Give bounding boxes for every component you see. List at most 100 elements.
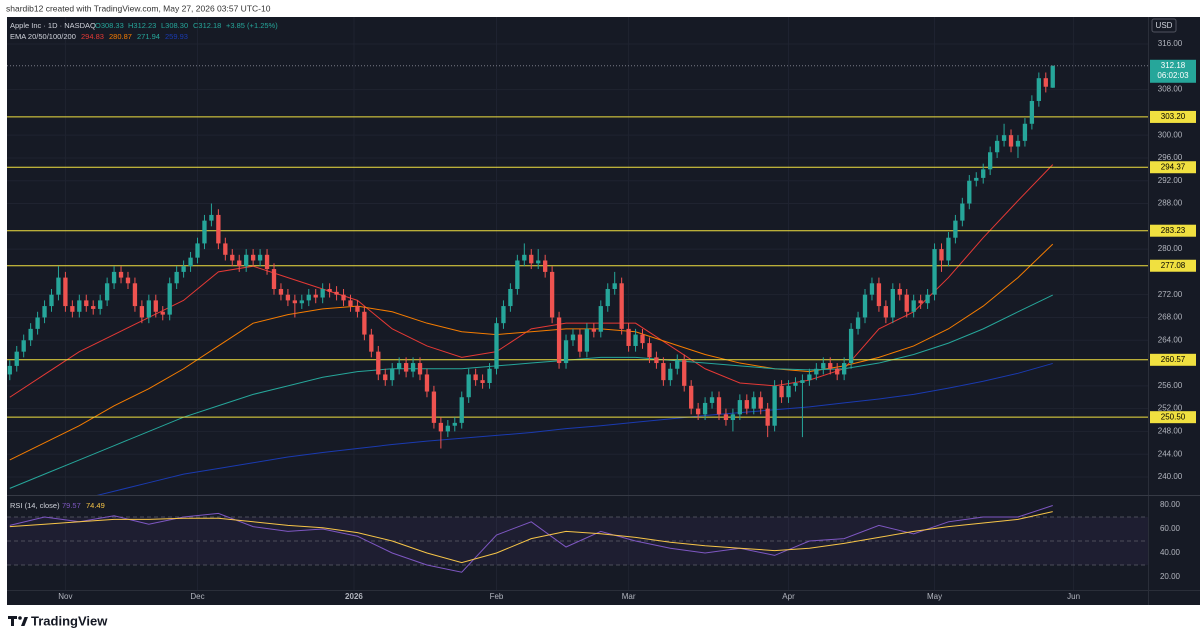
candle-body	[348, 300, 353, 307]
candle-body	[49, 294, 54, 307]
candle-body	[313, 294, 318, 298]
candle-body	[202, 220, 207, 244]
candle-body	[807, 374, 812, 381]
candle-body	[640, 334, 645, 344]
candle-body	[563, 340, 569, 364]
level-label-box	[1150, 161, 1196, 174]
y-tick-label: 240.00	[1158, 472, 1183, 481]
rsi-value: 74.49	[86, 501, 105, 510]
candle-body	[695, 408, 701, 415]
ohlc-open: O308.33	[95, 21, 124, 30]
candle-body	[264, 254, 270, 270]
candle-body	[111, 271, 117, 284]
candle-body	[1022, 123, 1028, 141]
candle-body	[181, 266, 186, 272]
candle-body	[480, 380, 485, 383]
currency-box[interactable]	[1151, 18, 1177, 33]
rsi-value: 79.57	[62, 501, 81, 510]
candle-body	[779, 385, 784, 398]
candle-body	[702, 402, 708, 415]
candle-body	[292, 300, 298, 304]
candle-body	[396, 363, 402, 369]
y-tick-label: 252.00	[1158, 404, 1183, 413]
level-label: 277.08	[1161, 261, 1186, 270]
candle-body	[84, 300, 89, 307]
ohlc-high: H312.23	[128, 21, 156, 30]
ema-value: 259.93	[165, 32, 188, 41]
candle-body	[237, 260, 242, 267]
candle-body	[932, 249, 937, 295]
candle-body	[417, 363, 423, 375]
candle-body	[744, 400, 749, 409]
candle-body	[730, 414, 736, 421]
candle-body	[355, 306, 360, 312]
level-label: 283.23	[1161, 226, 1186, 235]
candle-body	[35, 317, 40, 329]
y-tick-label: 308.00	[1158, 85, 1183, 94]
candle-body	[7, 365, 12, 375]
candle-body	[814, 368, 819, 375]
ema-line	[9, 243, 1054, 461]
candle-body	[139, 306, 145, 318]
candle-body	[1036, 78, 1041, 101]
ema-value: 280.87	[109, 32, 132, 41]
candle-body	[160, 311, 165, 315]
candle-body	[619, 283, 624, 329]
candle-body	[835, 368, 840, 375]
candle-body	[209, 214, 214, 221]
candle-body	[591, 328, 596, 332]
candle-body	[668, 368, 673, 381]
candle-body	[570, 334, 576, 341]
candle-body	[918, 300, 923, 304]
candle-body	[960, 203, 965, 221]
candle-body	[21, 340, 26, 352]
brand-logo	[8, 616, 28, 626]
candle-body	[716, 397, 722, 415]
candle-body	[410, 363, 416, 372]
candle-body	[890, 288, 895, 318]
ema-value: 294.83	[81, 32, 104, 41]
candle-body	[994, 140, 1000, 153]
candle-body	[299, 300, 304, 304]
candle-body	[529, 254, 534, 264]
x-tick-label: Mar	[622, 592, 636, 601]
chart-area	[7, 17, 1200, 605]
candle-body	[862, 294, 868, 318]
candle-body	[438, 422, 444, 432]
candle-body	[709, 397, 715, 403]
candle-body	[98, 300, 103, 309]
y-tick-label: 256.00	[1158, 381, 1183, 390]
y-tick-label: 248.00	[1158, 427, 1183, 436]
candle-body	[403, 363, 409, 372]
candle-body	[897, 288, 902, 295]
x-tick-label: 2026	[345, 592, 363, 601]
candle-body	[334, 291, 339, 295]
candle-body	[584, 328, 590, 352]
y-tick-label: 280.00	[1158, 244, 1183, 253]
ema-line	[9, 164, 1054, 398]
candle-body	[953, 220, 958, 238]
candle-body	[1008, 135, 1014, 147]
candle-body	[911, 300, 916, 312]
candle-body	[383, 374, 388, 381]
candle-body	[56, 277, 61, 295]
candle-body	[466, 374, 471, 398]
candle-body	[723, 414, 729, 421]
candle-body	[285, 294, 291, 301]
candle-body	[633, 334, 638, 346]
credit: shardib12 created with TradingView.com, …	[6, 3, 271, 13]
y-tick-label: 264.00	[1158, 335, 1183, 344]
candle-body	[675, 360, 680, 369]
candle-body	[904, 294, 909, 312]
y-tick-label: 288.00	[1158, 199, 1183, 208]
candle-body	[445, 425, 450, 432]
candle-body	[737, 400, 743, 415]
candle-body	[278, 288, 284, 295]
ohlc-close: C312.18	[193, 21, 221, 30]
candle-body	[431, 391, 437, 423]
candle-body	[487, 368, 492, 383]
candle-body	[153, 300, 158, 312]
candle-body	[125, 277, 131, 284]
candle-body	[925, 294, 930, 304]
